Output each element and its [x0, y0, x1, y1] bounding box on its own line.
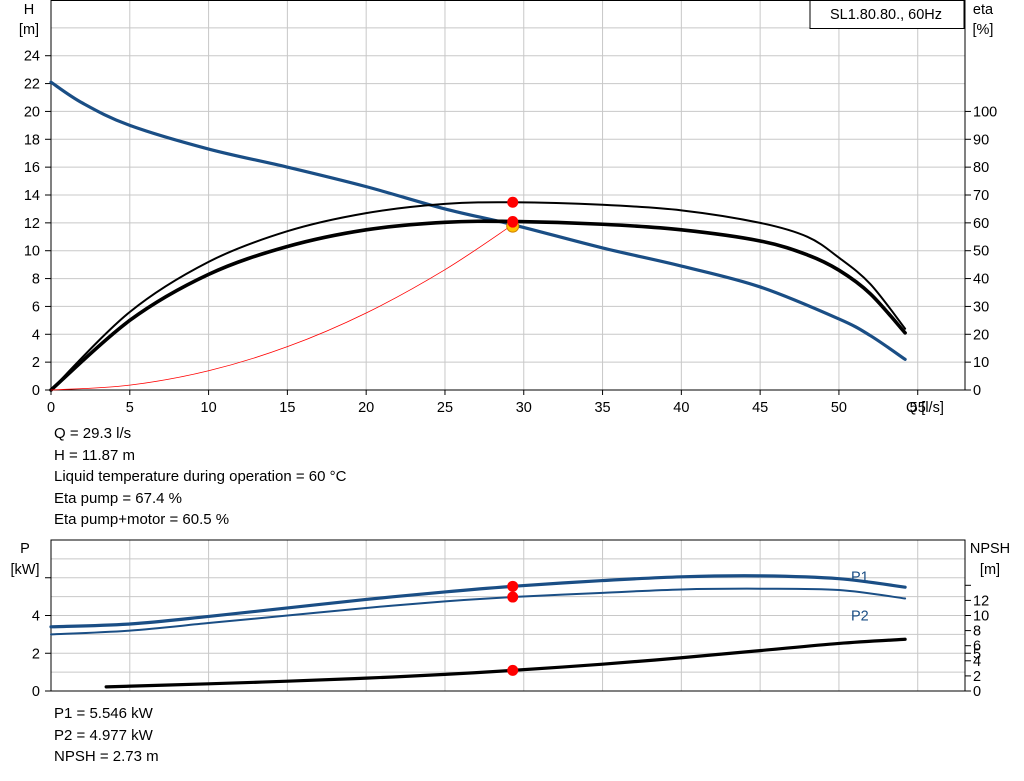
operating-point-head-center	[507, 217, 518, 228]
y-right-tick-label: 8	[973, 624, 981, 640]
y-right-axis-label: NPSH	[970, 541, 1010, 557]
y-axis-unit: [kW]	[11, 562, 40, 578]
series-label-p2: P2	[851, 609, 869, 625]
y-right-tick-label: 90	[973, 132, 989, 148]
x-tick-label: 25	[437, 400, 453, 416]
operating-point-npsh-marker	[507, 664, 519, 676]
y-right-tick-label: 0	[973, 684, 981, 700]
series-line-p1	[49, 574, 907, 629]
y-right-tick-label: 10	[973, 609, 989, 625]
y-right-tick-label: 2	[973, 669, 981, 685]
y-right-tick-label: 0	[973, 383, 981, 399]
y-right-tick-label: 50	[973, 244, 989, 260]
y-right-axis-unit: [m]	[980, 562, 1000, 578]
x-tick-label: 55	[910, 400, 926, 416]
y-tick-label: 16	[24, 160, 40, 176]
p2-readout: P2 = 4.977 kW	[54, 726, 153, 744]
y-right-axis-label: eta	[973, 2, 994, 18]
series-line-npsh	[104, 637, 907, 689]
operating-point-info: Q = 29.3 l/s H = 11.87 m Liquid temperat…	[54, 423, 346, 531]
y-right-tick-label: 12	[973, 593, 989, 609]
liquid-temperature-readout: Liquid temperature during operation = 60…	[54, 468, 347, 485]
series-line-h	[49, 80, 907, 361]
y-tick-label: 2	[32, 646, 40, 662]
y-tick-label: 0	[32, 383, 40, 399]
y-tick-label: 22	[24, 77, 40, 93]
series-line-system-curve	[50, 224, 514, 391]
operating-point-p2-marker	[507, 591, 519, 603]
p1-readout: P1 = 5.546 kW	[54, 705, 153, 722]
operating-point-p1-marker	[507, 580, 519, 592]
x-axis-label: Q [l/s]	[906, 400, 944, 416]
x-tick-label: 45	[752, 400, 768, 416]
series-label-p1: P1	[851, 570, 869, 586]
operating-point-eta-marker	[507, 196, 519, 208]
y-axis-label: H	[24, 2, 34, 18]
y-tick-label: 20	[24, 104, 40, 120]
series-line-p2	[50, 587, 907, 636]
series-line-eta-pump	[50, 201, 907, 391]
y-right-tick-label: 10	[973, 355, 989, 371]
y-tick-label: 4	[32, 327, 40, 343]
x-tick-label: 50	[831, 400, 847, 416]
y-right-tick-label: 6	[973, 639, 981, 655]
y-tick-label: 2	[32, 355, 40, 371]
chart-title-box	[809, 0, 965, 29]
x-tick-label: 30	[516, 400, 532, 416]
y-right-tick-label: 5	[973, 646, 981, 662]
y-tick-label: 24	[24, 49, 40, 65]
y-right-tick-label: 100	[973, 104, 997, 120]
y-right-tick-label: 70	[973, 188, 989, 204]
x-tick-label: 10	[201, 400, 217, 416]
y-right-tick-label: 30	[973, 299, 989, 315]
y-right-tick-label: 40	[973, 272, 989, 288]
y-right-tick-label: 60	[973, 216, 989, 232]
y-tick-label: 10	[24, 244, 40, 260]
y-right-tick-label: 80	[973, 160, 989, 176]
y-right-tick-label: 4	[973, 654, 981, 670]
y-tick-label: 0	[32, 684, 40, 700]
y-tick-label: 12	[24, 216, 40, 232]
y-axis-label: P	[20, 541, 30, 557]
y-tick-label: 4	[32, 609, 40, 625]
y-tick-label: 14	[24, 188, 40, 204]
y-right-tick-label: 20	[973, 327, 989, 343]
eta-pump-readout: Eta pump = 67.4 %	[54, 489, 182, 507]
x-tick-label: 35	[594, 400, 610, 416]
head-readout: H = 11.87 m	[54, 446, 136, 464]
x-tick-label: 20	[358, 400, 374, 416]
x-tick-label: 15	[279, 400, 295, 416]
y-axis-unit: [m]	[19, 22, 39, 38]
chart-title: SL1.80.80., 60Hz	[830, 7, 942, 23]
npsh-readout: NPSH = 2.73 m	[54, 748, 159, 765]
power-info: P1 = 5.546 kW P2 = 4.977 kW NPSH = 2.73 …	[54, 703, 159, 768]
eta-pump-motor-readout: Eta pump+motor = 60.5 %	[54, 511, 230, 528]
y-tick-label: 6	[32, 299, 40, 315]
head-efficiency-chart: 0246810121416182022240102030405060708090…	[19, 0, 997, 416]
x-tick-label: 0	[47, 400, 55, 416]
flow-readout: Q = 29.3 l/s	[54, 425, 132, 442]
series-line-eta-pump-motor	[49, 219, 907, 392]
x-tick-label: 5	[126, 400, 134, 416]
y-tick-label: 18	[24, 132, 40, 148]
y-tick-label: 8	[32, 272, 40, 288]
x-tick-label: 40	[673, 400, 689, 416]
y-right-axis-unit: [%]	[973, 22, 994, 38]
